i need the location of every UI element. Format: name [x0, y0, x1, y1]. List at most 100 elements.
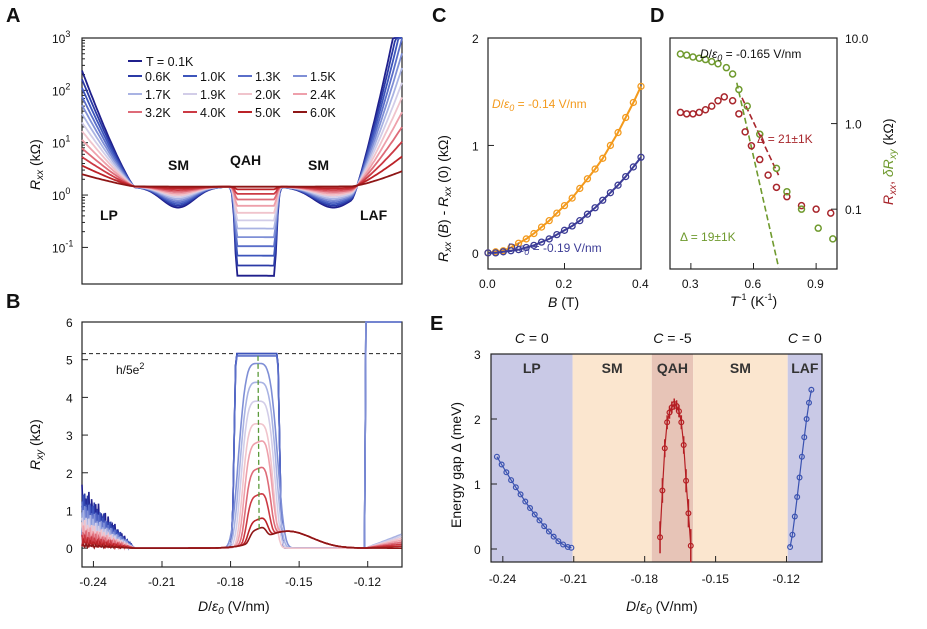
panel-d-point-rxx — [689, 110, 697, 118]
panel-c-point — [606, 189, 615, 197]
panel-e-xtick-label: -0.24 — [489, 572, 517, 586]
panel-c-point — [560, 226, 569, 234]
panel-c-point — [545, 217, 553, 225]
panel-e-point — [794, 494, 801, 501]
panel-a-region-laf: LAF — [360, 207, 388, 223]
panel-d-point-drxy — [783, 187, 791, 196]
panel-e-point — [678, 419, 685, 426]
panel-c-point — [599, 196, 607, 204]
panel-c-point — [568, 194, 576, 202]
panel-d-point-rxx — [741, 128, 749, 136]
panel-e-phase-label-laf: LAF — [791, 360, 819, 376]
panel-d-points — [676, 50, 837, 268]
panel-c-point — [530, 241, 538, 250]
panel-e-point — [685, 510, 692, 517]
panel-c-point — [537, 238, 546, 246]
panel-e-ytick-label: 0 — [474, 543, 481, 557]
panel-e-phase-label-sm: SM — [730, 360, 751, 376]
panel-c-point — [637, 82, 645, 90]
panel-e-ytick-label: 3 — [474, 348, 481, 362]
panel-c-ticks: 0 1 2 0.0 0.2 0.4 — [472, 32, 649, 291]
panel-a-curve-1.5K — [81, 52, 403, 239]
panel-a-frame — [81, 37, 403, 285]
panel-c-point — [622, 113, 630, 122]
panel-b-xtick-label: -0.24 — [79, 575, 107, 589]
panel-e-point — [791, 513, 798, 520]
panel-d-point-rxx — [735, 110, 743, 118]
panel-d-xtick-label: 0.9 — [807, 277, 824, 291]
panel-a-region-sm-left: SM — [168, 157, 189, 173]
panel-b-ylabel: Rxy (kΩ) — [27, 419, 46, 470]
panel-e-phases: LP C = 0 SM QAH C = -5 SM LAF C = 0 — [491, 330, 822, 562]
panel-e-point — [508, 477, 515, 484]
panel-d-point-drxy — [797, 205, 806, 213]
panel-b-ytick-label: 0 — [66, 542, 73, 556]
panel-a-legend: T = 0.1K0.6K 1.0K 1.3K 1.5K 1.7K 1.9K 2.0K 2.4K… — [128, 55, 336, 120]
panel-d-fit-green — [736, 82, 780, 268]
panel-c-point — [484, 249, 492, 257]
panel-a-legend-label: 4.0K — [200, 106, 226, 120]
panel-e-point — [560, 541, 567, 548]
panel-e-xlabel: D/ε0 (V/nm) — [626, 598, 698, 617]
panel-d-point-drxy — [735, 85, 743, 94]
panel-e-point — [661, 445, 668, 452]
panel-e-point — [517, 491, 524, 498]
panel-d-point-drxy — [772, 164, 781, 173]
panel-e-point — [555, 538, 562, 545]
panel-e-point — [787, 544, 794, 551]
panel-e-point — [805, 399, 812, 406]
panel-e-phase-label-sm: SM — [602, 360, 623, 376]
panel-b-xtick-label: -0.12 — [354, 575, 382, 589]
panel-e-phase-label-lp: LP — [523, 360, 541, 376]
panel-e-point — [801, 434, 808, 441]
panel-d-point-rxx — [783, 192, 791, 201]
panel-e-chern-laf: C = 0 — [788, 330, 822, 346]
panel-a: A 10-1 100 101 102 103 Rxx (kΩ) LP SM QAH SM… — [6, 5, 403, 285]
panel-e-point — [541, 523, 548, 530]
panel-b-xtick-label: -0.21 — [148, 575, 176, 589]
panel-d-point-drxy — [728, 70, 737, 78]
panel-c-ytick-label: 0 — [472, 247, 479, 261]
panel-a-ylabel: Rxx (kΩ) — [27, 139, 46, 190]
panel-d-point-drxy — [682, 51, 691, 59]
panel-e-point — [687, 542, 694, 549]
panel-c-point — [591, 165, 599, 173]
panel-c-frame — [487, 37, 642, 270]
panel-b-ytick-label: 4 — [66, 391, 73, 405]
panel-c-xtick-label: 0.2 — [556, 277, 573, 291]
panel-a-curve-1.3K — [81, 38, 403, 248]
panel-e-point — [657, 534, 664, 541]
panel-a-ytick-label: 102 — [52, 81, 70, 98]
panel-c-point — [537, 223, 546, 231]
panel-c-point — [629, 163, 637, 171]
panel-e-point — [803, 416, 810, 423]
panel-d-point-drxy — [676, 50, 685, 58]
panel-a-curve-6.0K — [81, 170, 403, 188]
panel-e-phase-bg-qah — [651, 354, 694, 562]
panel-a-legend-label: 2.0K — [255, 88, 281, 102]
panel-e-point — [568, 544, 575, 551]
panel-b-frame — [81, 321, 403, 568]
panel-e-point — [808, 386, 815, 393]
panel-a-letter: A — [6, 5, 20, 27]
panel-d-fit-label-red: Δ = 21±1K — [757, 132, 813, 146]
panel-c-point — [614, 128, 622, 137]
panel-e-point — [796, 474, 803, 481]
panel-b: B 0 1 2 3 4 5 6 -0.24 -0.21 -0.18 -0.15 -0.12 Rxy (… — [6, 291, 403, 617]
panel-e-phase-bg-lp — [491, 354, 573, 562]
panel-e-point — [536, 517, 543, 524]
panel-e-xtick-label: -0.21 — [560, 572, 588, 586]
panel-a-legend-label: T = 0.1K — [146, 55, 194, 69]
panel-e-phase-bg-sm — [693, 354, 788, 562]
panel-c-point — [599, 154, 607, 162]
panel-e-letter: E — [430, 313, 443, 335]
panel-d-point-drxy — [701, 55, 710, 64]
panel-d-point-drxy — [814, 224, 822, 232]
panel-a-curves — [81, 37, 403, 277]
panel-e-ytick-label: 2 — [474, 413, 481, 427]
panel-d-point-rxx — [772, 183, 781, 192]
panel-b-xtick-label: -0.15 — [285, 575, 313, 589]
panel-c: C 0 1 2 0.0 0.2 0.4 Rxx (B) - Rxx (0) (kΩ) B … — [432, 5, 649, 310]
panel-d-ylabel: Rxx, δRxy (kΩ) — [880, 119, 899, 205]
panel-b-curve-6.0K — [81, 526, 402, 550]
